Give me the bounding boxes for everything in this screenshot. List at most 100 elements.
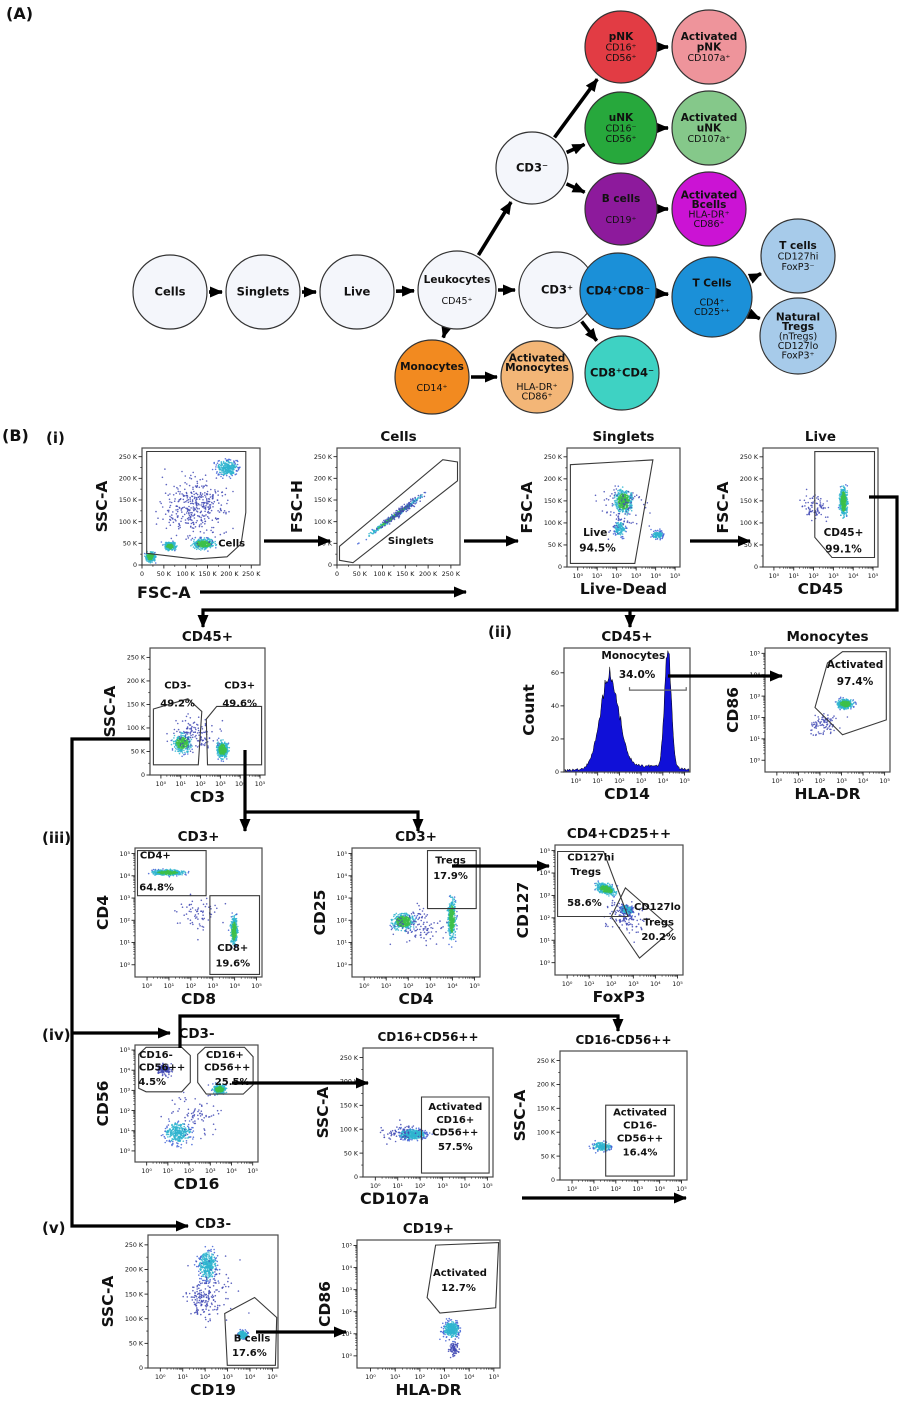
tick-label: 50 K [129, 1341, 144, 1348]
gate-label: Activated [827, 659, 884, 671]
node-text: CD16⁺ [605, 43, 636, 54]
section-label: (i) [46, 429, 65, 447]
tick-label: 10² [815, 778, 826, 785]
gate-label: Activated [433, 1268, 487, 1279]
tick-label: 10⁵ [267, 1374, 278, 1381]
tick-label: 10² [195, 781, 206, 788]
x-axis-label: CD45 [798, 580, 844, 598]
tick-label: 250 K [340, 1055, 359, 1062]
scatter-dots [810, 696, 857, 737]
tick-label: 10¹ [336, 940, 347, 947]
tick-label: 10⁰ [539, 960, 550, 967]
node-cd3neg: CD3⁻ [495, 131, 569, 205]
tick-label: 10⁵ [672, 981, 683, 988]
tick-label: 10⁴ [226, 1168, 237, 1175]
tick-label: 0 [558, 564, 562, 571]
tick-label: 200 K [220, 571, 239, 578]
tick-label: 10² [415, 1183, 426, 1190]
tick-label: 50 K [157, 571, 172, 578]
gate-label: 58.6% [567, 898, 602, 909]
tick-label: 10⁴ [460, 1183, 471, 1190]
plot-frame [764, 647, 891, 773]
tick-label: 250 K [537, 1058, 556, 1065]
tick-label: 10¹ [592, 573, 603, 580]
tick-label: 10³ [437, 1183, 448, 1190]
node-text: Activated [681, 189, 738, 201]
gate-outline [426, 850, 477, 910]
tick-label: 10² [119, 917, 130, 924]
plot-live: 10⁰ 10¹ 10² 10³ 10⁴ 10⁵ 0 50 K 100 K 150 K 200 K 25… [714, 429, 879, 598]
tick-label: 10⁴ [848, 573, 859, 580]
gate-label: B cells [234, 1333, 271, 1344]
x-axis-label: CD16 [174, 1175, 220, 1193]
tick-label: 10³ [636, 778, 647, 785]
tick-label: 200 K [314, 476, 333, 483]
gate-outline [605, 1104, 675, 1177]
tick-label: 10⁵ [336, 851, 347, 858]
gate-label: Live [583, 527, 607, 539]
scatter-dots [588, 1139, 613, 1154]
tick-label: 10¹ [592, 778, 603, 785]
panel-a-diagram: Cells Singlets Live Leukocytes CD45⁺ CD3⁺ CD3⁻… [132, 9, 837, 415]
tick-label: 10¹ [392, 1183, 403, 1190]
tick-label: 10⁰ [359, 983, 370, 990]
gate-label: 49.2% [160, 698, 195, 709]
tick-label: 10³ [539, 893, 550, 900]
node-text: CD3⁻ [516, 161, 548, 175]
plot-title: CD45+ [182, 629, 233, 645]
tick-label: 250 K [242, 571, 261, 578]
node-text: CD19⁺ [605, 215, 636, 226]
gate-outline [610, 887, 674, 959]
tick-label: 0 [555, 769, 559, 776]
scatter-dots [143, 458, 241, 564]
tick-label: 10⁰ [571, 778, 582, 785]
node-circle [671, 171, 747, 247]
node-circle [584, 172, 658, 246]
tick-label: 100 K [127, 725, 146, 732]
node-text: CD86⁺ [521, 392, 552, 403]
gate-label: 20.2% [641, 932, 676, 943]
panel-b-label: (B) [2, 426, 29, 445]
axis-ticks: 10⁰ 10¹ 10² 10³ 10⁴ 10⁵ 10⁰ 10¹ 10² 10³ 10⁴ 10⁵ [336, 851, 480, 990]
histogram-curve [564, 650, 690, 773]
tick-label: 50 K [131, 749, 146, 756]
plot-frame [559, 1050, 688, 1181]
tick-label: 100 K [340, 1126, 359, 1133]
node-circle [319, 254, 395, 330]
gate-label: CD3- [164, 681, 191, 692]
tick-label: 100 K [373, 571, 392, 578]
tick-label: 250 K [740, 454, 759, 461]
y-axis-label: CD86 [724, 687, 742, 733]
gate-outline [338, 459, 459, 564]
tick-label: 10³ [631, 573, 642, 580]
tick-label: 10² [614, 778, 625, 785]
plot-cd3neg-nk: 10⁰ 10¹ 10² 10³ 10⁴ 10⁵ 10⁰ 10¹ 10² 10³ 10⁴ 10⁵ CD16… [94, 1026, 259, 1193]
section-label: (v) [42, 1219, 66, 1237]
tick-label: 150 K [396, 571, 415, 578]
connector-arrow [178, 1014, 624, 1048]
tick-label: 100 K [125, 1316, 144, 1323]
tick-label: 100 K [544, 520, 563, 527]
node-text: Bcells [692, 199, 727, 211]
tick-label: 0 [754, 564, 758, 571]
edge-arrow [746, 308, 761, 321]
gate-label: 34.0% [619, 669, 656, 681]
tick-label: 10⁵ [119, 851, 130, 858]
gate-label: Cells [218, 538, 245, 549]
tick-label: 50 K [548, 542, 563, 549]
scatter-dots [182, 1245, 250, 1340]
gate-label: CD56++ [204, 1063, 250, 1074]
plot-frame [351, 847, 481, 978]
connector-arrow [70, 737, 189, 1232]
axis-ticks: 10⁰ 10¹ 10² 10³ 10⁴ 10⁵ 0 50 K 100 K 150 K 200 K 25… [537, 1058, 687, 1193]
plot-cd45-hist: 10⁰ 10¹ 10² 10³ 10⁴ 10⁵ 0 20 40 60 Monocytes 34.0% C… [520, 629, 691, 803]
plot-frame [566, 447, 681, 568]
plot-frame [147, 1234, 279, 1369]
tick-label: 10² [119, 1108, 130, 1115]
tick-label: 10⁵ [676, 1186, 687, 1193]
